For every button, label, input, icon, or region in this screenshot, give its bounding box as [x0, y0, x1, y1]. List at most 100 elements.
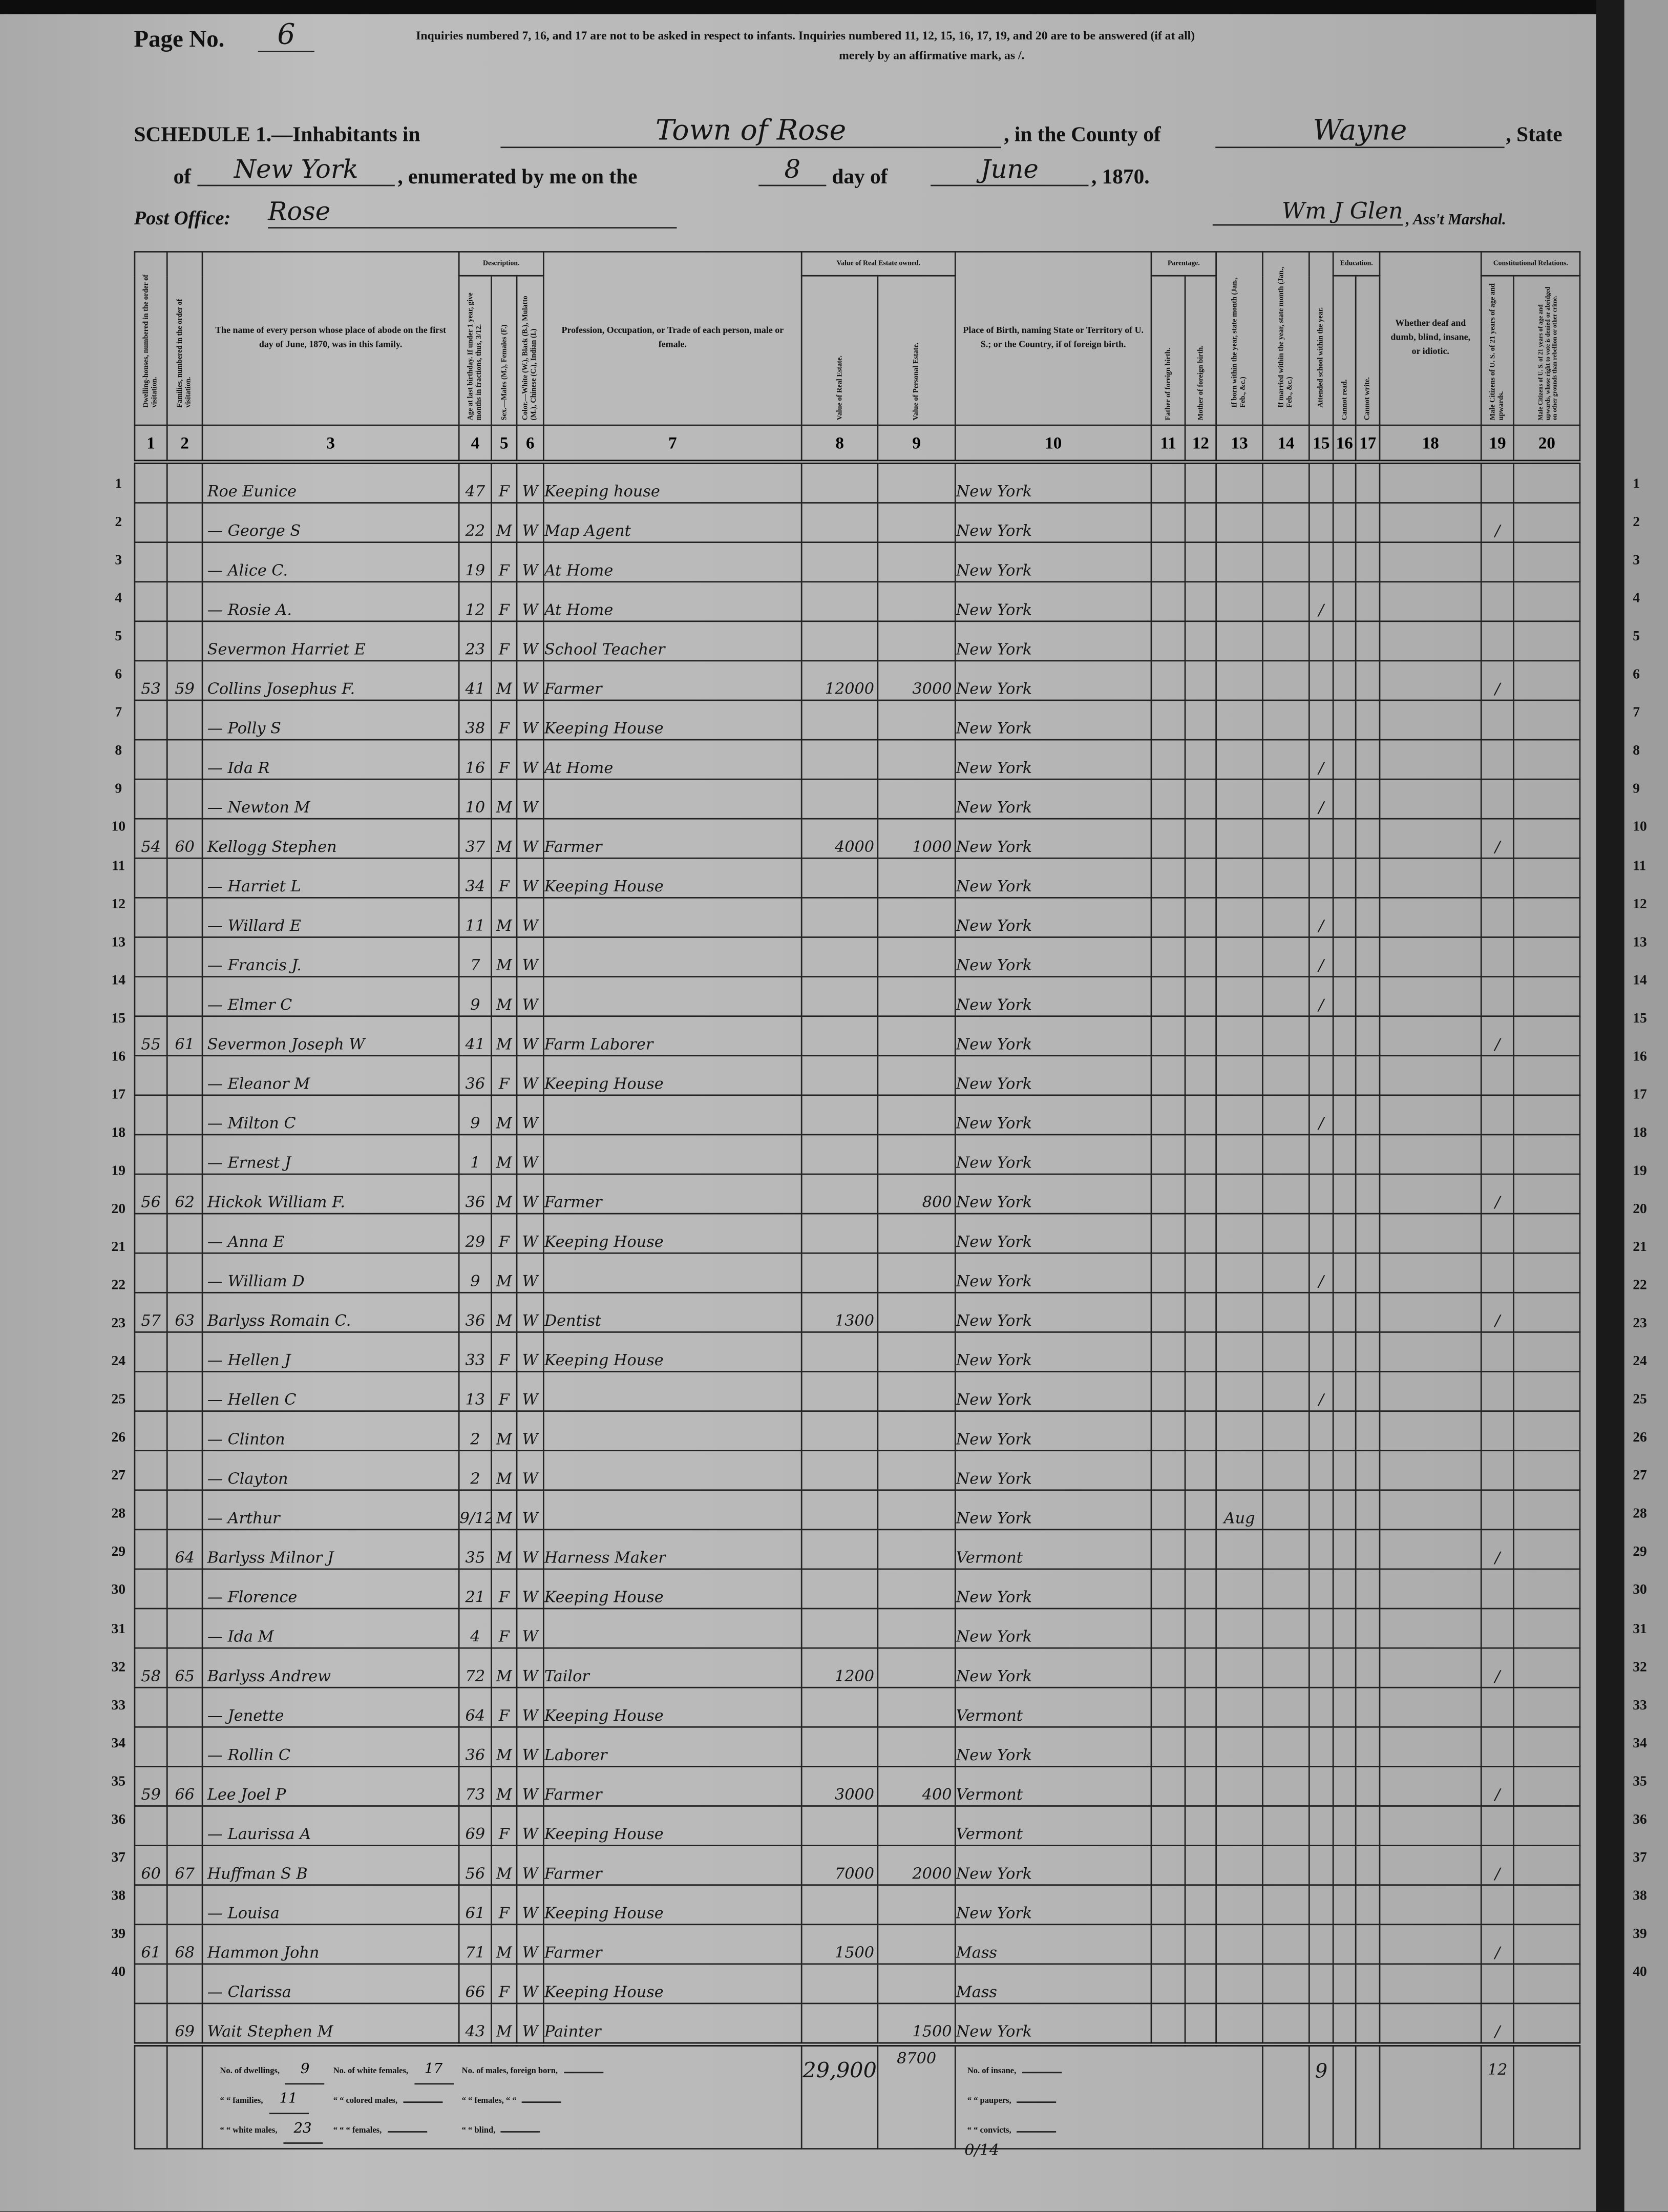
- year: , 1870.: [1091, 166, 1150, 189]
- male-citizen: /: [1481, 1766, 1515, 1807]
- married-within-year: [1262, 1173, 1310, 1215]
- disability: [1379, 581, 1482, 622]
- age: 22: [458, 502, 492, 543]
- person-name: Lee Joel P: [201, 1766, 460, 1807]
- line-number: 7: [115, 705, 122, 721]
- vote-denied: [1513, 2002, 1581, 2046]
- married-within-year: [1262, 1568, 1310, 1610]
- age: 21: [458, 1568, 492, 1610]
- line-number: 14: [111, 972, 126, 989]
- dwelling-number: [134, 502, 168, 543]
- line-number: 34: [111, 1736, 126, 1751]
- cannot-write: [1355, 778, 1381, 820]
- male-citizen: [1481, 1094, 1515, 1136]
- age: 29: [458, 1213, 492, 1254]
- dwelling-number: [134, 699, 168, 741]
- mother-foreign: [1184, 502, 1217, 543]
- cannot-read: [1332, 1331, 1357, 1372]
- vote-denied: [1513, 1608, 1581, 1649]
- attended-school: [1308, 660, 1334, 701]
- margin-line-number: 11: [1633, 858, 1646, 874]
- person-name: — Ida R: [201, 739, 460, 780]
- vote-denied: [1513, 1331, 1581, 1372]
- cannot-read: [1332, 1134, 1357, 1175]
- mother-foreign: [1184, 1410, 1217, 1452]
- group-header-education: Education.: [1332, 251, 1381, 277]
- person-name: — Francis J.: [201, 936, 460, 977]
- color: W: [516, 1963, 544, 2005]
- cannot-write: [1355, 857, 1381, 899]
- attended-school: /: [1308, 936, 1334, 977]
- vote-denied: [1513, 739, 1581, 780]
- dwelling-number: [134, 1331, 168, 1372]
- real-estate-value: [800, 502, 879, 543]
- enumerated-label: , enumerated by me on the: [397, 166, 638, 189]
- col-header-12: Mother of foreign birth.: [1196, 344, 1205, 420]
- cannot-write: [1355, 1884, 1381, 1926]
- attended-school: [1308, 461, 1334, 504]
- age: 23: [458, 620, 492, 662]
- personal-estate-value: [877, 1726, 956, 1767]
- vote-denied: [1513, 1489, 1581, 1531]
- mother-foreign: [1184, 1924, 1217, 1965]
- color: W: [516, 1094, 544, 1136]
- cannot-write: [1355, 1489, 1381, 1531]
- col-header-6: Color.—White (W.), Black (B.), Mulatto (…: [521, 295, 539, 420]
- line-number: 32: [111, 1659, 126, 1675]
- table-row: — Clinton 2 M W New York: [134, 1410, 1581, 1452]
- attended-school: [1308, 857, 1334, 899]
- father-foreign: [1150, 1015, 1186, 1057]
- birthplace: New York: [955, 857, 1152, 899]
- family-number: [166, 699, 203, 741]
- birthplace: New York: [955, 1094, 1152, 1136]
- vote-denied: [1513, 1766, 1581, 1807]
- mother-foreign: [1184, 1884, 1217, 1926]
- line-number: 22: [111, 1278, 126, 1293]
- cannot-read: [1332, 739, 1357, 780]
- father-foreign: [1150, 976, 1186, 1017]
- married-within-year: [1262, 699, 1310, 741]
- dwelling-number: 53: [134, 660, 168, 701]
- real-estate-value: 1300: [800, 1291, 879, 1333]
- married-within-year: [1262, 620, 1310, 662]
- personal-estate-value: 1500: [877, 2002, 956, 2046]
- sex: F: [491, 1568, 518, 1610]
- margin-line-number: 37: [1633, 1850, 1647, 1866]
- age: 36: [458, 1173, 492, 1215]
- birthplace: New York: [955, 778, 1152, 820]
- person-name: Kellogg Stephen: [201, 818, 460, 859]
- male-citizen: [1481, 1055, 1515, 1096]
- attended-school: [1308, 1331, 1334, 1372]
- married-within-year: [1262, 1094, 1310, 1136]
- cannot-write: [1355, 818, 1381, 859]
- age: 47: [458, 461, 492, 504]
- disability: [1379, 1371, 1482, 1412]
- age: 19: [458, 541, 492, 583]
- family-number: [166, 502, 203, 543]
- occupation: At Home: [543, 581, 803, 622]
- line-number: 23: [111, 1316, 126, 1332]
- family-number: [166, 1884, 203, 1926]
- margin-line-number: 4: [1633, 591, 1640, 607]
- line-number: 40: [111, 1965, 126, 1980]
- dwelling-number: [134, 778, 168, 820]
- birthplace: New York: [955, 739, 1152, 780]
- male-citizen: [1481, 1252, 1515, 1293]
- cannot-read: [1332, 778, 1357, 820]
- col-header-10: Place of Birth, naming State or Territor…: [963, 325, 1144, 350]
- sex: F: [491, 1884, 518, 1926]
- table-row: — Clarissa 66 F W Keeping House Mass: [134, 1963, 1581, 2005]
- occupation: [543, 976, 803, 1017]
- occupation: [543, 897, 803, 938]
- cannot-read: [1332, 1015, 1357, 1057]
- married-within-year: [1262, 1845, 1310, 1886]
- married-within-year: [1262, 541, 1310, 583]
- sex: M: [491, 1015, 518, 1057]
- real-estate-value: 1500: [800, 1924, 879, 1965]
- mother-foreign: [1184, 976, 1217, 1017]
- line-number: 17: [111, 1087, 126, 1103]
- born-within-year: [1215, 1371, 1263, 1412]
- father-foreign: [1150, 541, 1186, 583]
- sex: M: [491, 1924, 518, 1965]
- column-number-7: 7: [543, 424, 803, 464]
